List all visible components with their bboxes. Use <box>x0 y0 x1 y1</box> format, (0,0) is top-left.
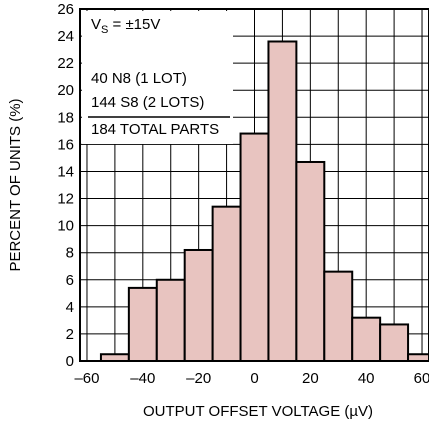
x-tick-label: 0 <box>250 370 258 387</box>
y-tick-label: 10 <box>57 218 74 235</box>
bars <box>99 40 429 363</box>
y-tick-label: 20 <box>57 82 74 99</box>
annotation-line-2: 144 S8 (2 LOTS) <box>91 94 204 111</box>
annotation-line-3: 184 TOTAL PARTS <box>91 121 219 138</box>
y-axis-title: PERCENT OF UNITS (%) <box>7 98 24 271</box>
x-tick-label: –60 <box>74 370 99 387</box>
histogram-bar <box>323 270 354 362</box>
x-axis-title: OUTPUT OFFSET VOLTAGE (µV) <box>143 403 373 420</box>
y-tick-label: 8 <box>66 245 74 262</box>
supply-annotation: VS = ±15V <box>91 16 160 36</box>
histogram-bar <box>155 278 186 362</box>
histogram-bar <box>351 316 382 362</box>
y-tick-label: 12 <box>57 191 74 208</box>
x-axis-ticks: –60 –40 –20 0 20 40 60 <box>74 370 429 387</box>
histogram-bar <box>183 248 214 362</box>
y-tick-label: 14 <box>57 163 74 180</box>
histogram-bar <box>407 353 429 363</box>
y-tick-label: 0 <box>66 353 74 370</box>
annotation-box: VS = ±15V 40 N8 (1 LOT) 144 S8 (2 LOTS) … <box>82 11 233 144</box>
x-tick-label: –40 <box>130 370 155 387</box>
histogram-bar <box>295 160 326 362</box>
x-tick-label: 40 <box>358 370 375 387</box>
x-tick-label: 20 <box>302 370 319 387</box>
y-tick-label: 18 <box>57 109 74 126</box>
annotation-line-1: 40 N8 (1 LOT) <box>91 70 187 87</box>
histogram-bar <box>379 323 410 363</box>
y-tick-label: 22 <box>57 55 74 72</box>
histogram-bar <box>127 286 158 362</box>
histogram-bar <box>267 40 298 362</box>
x-tick-label: 60 <box>414 370 429 387</box>
y-tick-label: 2 <box>66 326 74 343</box>
plot-frame <box>79 8 429 362</box>
y-tick-label: 4 <box>66 299 74 316</box>
annotation-background <box>82 11 233 144</box>
y-tick-label: 26 <box>57 1 74 18</box>
histogram-bar <box>211 205 242 362</box>
y-tick-label: 24 <box>57 28 74 45</box>
y-tick-label: 6 <box>66 272 74 289</box>
y-tick-label: 16 <box>57 136 74 153</box>
histogram-bar <box>239 132 270 362</box>
x-tick-label: –20 <box>186 370 211 387</box>
histogram-bar <box>99 353 130 363</box>
